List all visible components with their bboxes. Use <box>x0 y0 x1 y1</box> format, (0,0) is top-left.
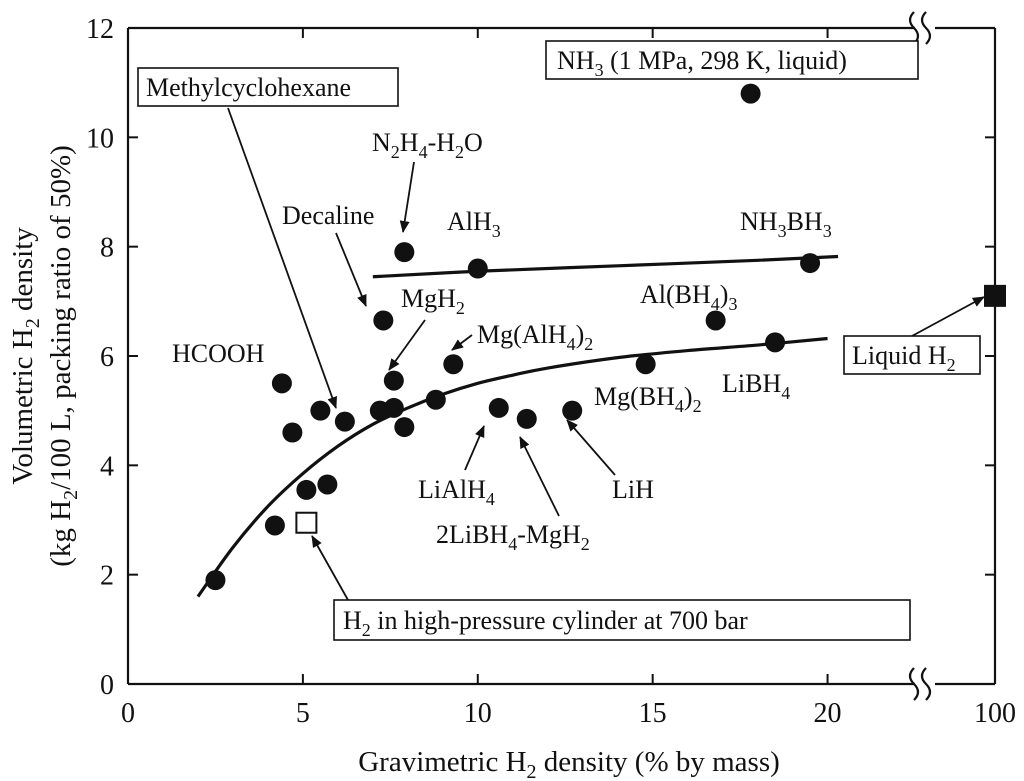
data-point-21 <box>562 400 583 421</box>
fit-line-2 <box>196 336 828 598</box>
cylinder-point <box>295 511 318 534</box>
y-tick-label-2: 2 <box>100 561 114 592</box>
data-point-9 <box>443 354 464 375</box>
y-tick-label-8: 8 <box>100 233 114 264</box>
data-point-24 <box>264 515 285 536</box>
data-point-3 <box>467 258 488 279</box>
data-point-16 <box>383 397 404 418</box>
data-point-11 <box>271 373 292 394</box>
data-point-17 <box>394 417 415 438</box>
fit-line-1 <box>372 254 839 279</box>
decaline-label: Decaline <box>282 201 374 230</box>
n2h4-h2o-label: N2H4-H2O <box>372 128 483 162</box>
methylcyclohexane-label: Methylcyclohexane <box>146 73 351 102</box>
liquid-h2-label: Liquid H2 <box>852 341 956 375</box>
data-point-23 <box>317 474 338 495</box>
data-point-2 <box>394 242 415 263</box>
mgh2-label: MgH2 <box>401 284 465 318</box>
data-point-5 <box>373 310 394 331</box>
ticks: 0 5 10 15 20 100 0 2 4 6 8 10 12 <box>86 14 1016 729</box>
x-tick-label-20: 20 <box>814 698 842 729</box>
y-tick-label-0: 0 <box>100 670 114 701</box>
lialh4-label: LiAlH4 <box>418 475 495 509</box>
cylinder-label: H2 in high-pressure cylinder at 700 bar <box>343 606 748 640</box>
x-tick-label-5: 5 <box>296 698 310 729</box>
data-points <box>205 83 1006 591</box>
methylcyclohexane-label-box <box>137 67 399 107</box>
albh43-label: Al(BH4)3 <box>640 280 737 314</box>
data-point-8 <box>383 370 404 391</box>
2libh4-mgh2-label: 2LiBH4-MgH2 <box>436 520 590 554</box>
axis-break-top <box>908 11 932 45</box>
data-point-14 <box>310 400 331 421</box>
y-tick-label-4: 4 <box>100 451 114 482</box>
data-point-25 <box>205 570 226 591</box>
nh3-label-box <box>545 40 919 80</box>
nh3bh3-label: NH3BH3 <box>740 207 832 241</box>
x-axis-title: Gravimetric H2 density (% by mass) <box>358 746 780 781</box>
x-tick-label-10: 10 <box>464 698 492 729</box>
mgbh42-label: Mg(BH4)2 <box>594 382 702 416</box>
libh4-label: LiBH4 <box>722 369 790 403</box>
data-point-10 <box>635 354 656 375</box>
liquid-h2-label-box <box>843 335 981 375</box>
x-tick-label-0: 0 <box>121 698 135 729</box>
lih-label: LiH <box>612 475 654 504</box>
data-point-4 <box>800 253 821 274</box>
cylinder-label-box <box>333 599 911 641</box>
alh3-label: AlH3 <box>447 207 501 241</box>
data-point-1 <box>740 83 761 104</box>
data-point-20 <box>516 408 537 429</box>
y-axis-title-line2: (kg H2/100 L, packing ratio of 50%) <box>45 145 82 567</box>
liquid-h2-point <box>984 284 1006 307</box>
x-tick-label-100: 100 <box>974 698 1016 729</box>
y-tick-label-6: 6 <box>100 342 114 373</box>
y-axis-title-line1: Volumetric H2 density <box>7 227 44 485</box>
axis-break-bottom <box>908 667 932 701</box>
nh3-label: NH3 (1 MPa, 298 K, liquid) <box>557 46 847 80</box>
fit-lines <box>196 254 839 598</box>
data-point-12 <box>334 411 355 432</box>
data-point-6 <box>705 310 726 331</box>
data-point-22 <box>296 479 317 500</box>
mgalh42-label: Mg(AlH4)2 <box>477 320 593 354</box>
data-point-19 <box>488 397 509 418</box>
y-tick-label-12: 12 <box>86 14 114 45</box>
y-tick-label-10: 10 <box>86 123 114 154</box>
data-point-18 <box>425 389 446 410</box>
data-point-13 <box>282 422 303 443</box>
x-tick-label-15: 15 <box>639 698 667 729</box>
hcooh-label: HCOOH <box>172 339 265 368</box>
data-point-7 <box>765 332 786 353</box>
annotation-arrows <box>227 107 985 601</box>
